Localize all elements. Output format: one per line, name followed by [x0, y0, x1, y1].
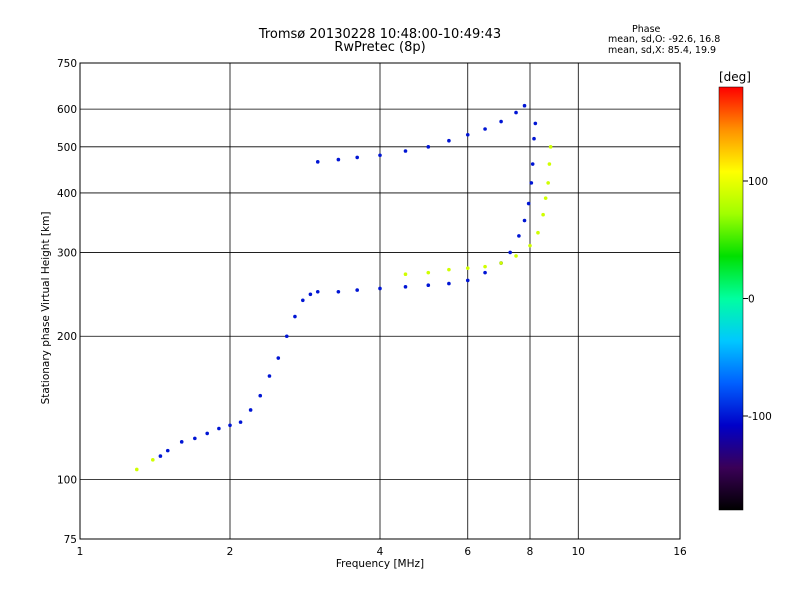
colorbar-unit-label: [deg]: [719, 70, 751, 84]
data-point-o: [284, 334, 289, 339]
data-point-2F: [483, 127, 487, 131]
data-point-o: [532, 136, 536, 141]
colorbar: [718, 86, 744, 511]
chart-title: Tromsø 20130228 10:48:00-10:49:43: [258, 27, 502, 42]
data-point-x: [499, 261, 503, 265]
y-tick-label: 75: [64, 534, 77, 546]
data-point-o: [378, 286, 382, 291]
data-point-x: [403, 272, 408, 277]
data-point-o: [529, 181, 534, 185]
data-point-o: [248, 408, 253, 412]
colorbar-ticks: -100 0 100: [743, 176, 772, 423]
x-tick-label: 8: [527, 546, 534, 558]
data-point-o: [238, 420, 243, 424]
data-point-2F: [378, 153, 382, 158]
data-point-2F: [426, 145, 431, 149]
data-point-2F: [465, 132, 470, 137]
x-tick-label: 10: [572, 546, 585, 558]
data-point-o: [315, 289, 320, 294]
colorbar-tick-label: -100: [748, 411, 772, 423]
y-tick-label: 400: [57, 188, 77, 200]
stats-x-mode: mean, sd,X: 85.4, 19.9: [608, 45, 717, 56]
data-point-o: [301, 298, 305, 303]
y-tick-label: 600: [57, 104, 77, 116]
y-axis-ticks: 75 100 200 300 400 500 600 750: [57, 58, 77, 546]
data-point-o: [193, 436, 197, 441]
data-point-o: [522, 218, 527, 223]
data-point-x: [543, 196, 548, 200]
data-point-x: [546, 181, 550, 185]
data-point-2F: [514, 110, 518, 115]
data-point-o: [217, 426, 221, 431]
y-tick-label: 300: [57, 247, 77, 259]
data-point-2F: [403, 149, 408, 153]
x-axis-label: Frequency [MHz]: [335, 558, 425, 570]
x-tick-label: 2: [227, 546, 234, 558]
data-point-x: [426, 270, 431, 275]
data-point-o: [336, 289, 341, 294]
data-point-o: [533, 121, 538, 126]
data-point-x: [447, 267, 451, 272]
data-point-2F: [336, 157, 341, 162]
data-point-2F: [499, 119, 503, 124]
data-point-x: [134, 467, 139, 472]
y-tick-label: 750: [57, 58, 77, 70]
data-point-o: [179, 440, 184, 444]
data-point-o: [308, 292, 313, 297]
data-point-o: [465, 278, 470, 283]
data-point-o: [517, 234, 521, 238]
data-point-o: [483, 270, 487, 275]
x-tick-label: 16: [673, 546, 687, 558]
colorbar-tick-label: 100: [748, 176, 768, 188]
data-point-o: [526, 201, 531, 206]
data-point-o: [158, 454, 163, 458]
data-point-o: [276, 356, 281, 360]
data-point-x: [465, 266, 470, 270]
x-tick-label: 6: [464, 546, 471, 558]
data-point-o: [165, 448, 170, 453]
data-point-o: [205, 431, 209, 436]
data-point-x: [548, 145, 553, 149]
plot-frame: [79, 62, 681, 540]
y-tick-label: 100: [57, 475, 77, 487]
data-point-x: [483, 264, 487, 269]
stats-heading: Phase: [632, 24, 661, 35]
stats-o-mode: mean, sd,O: -92.6, 16.8: [608, 34, 721, 45]
y-tick-label: 500: [57, 142, 77, 154]
data-point-2F: [315, 160, 320, 164]
data-point-o: [355, 288, 359, 292]
x-tick-label: 1: [77, 546, 84, 558]
colorbar-tick-label: 0: [748, 294, 755, 306]
data-point-o: [403, 285, 408, 289]
data-point-o: [426, 283, 431, 288]
data-point-o: [508, 250, 512, 255]
data-point-2F: [355, 155, 359, 160]
grid-lines: [80, 63, 680, 539]
data-point-o: [267, 374, 272, 378]
x-tick-label: 4: [377, 546, 384, 558]
data-point-o: [447, 281, 451, 286]
data-point-2F: [522, 103, 527, 108]
y-tick-label: 200: [57, 331, 77, 343]
data-point-o: [293, 314, 297, 319]
data-points: [134, 103, 553, 472]
data-point-x: [514, 254, 518, 258]
y-axis-label: Stationary phase Virtual Height [km]: [40, 211, 52, 405]
data-point-x: [541, 212, 545, 217]
data-point-2F: [447, 138, 451, 143]
data-point-o: [228, 423, 232, 428]
data-point-o: [258, 393, 263, 398]
data-point-x: [151, 458, 155, 462]
data-point-x: [528, 243, 532, 248]
data-point-x: [547, 162, 552, 166]
chart-subtitle: RwPretec (8p): [334, 40, 426, 55]
x-axis-ticks: 1 2 4 6 8 10 16: [77, 546, 687, 558]
data-point-o: [530, 162, 535, 166]
data-point-x: [536, 230, 540, 235]
